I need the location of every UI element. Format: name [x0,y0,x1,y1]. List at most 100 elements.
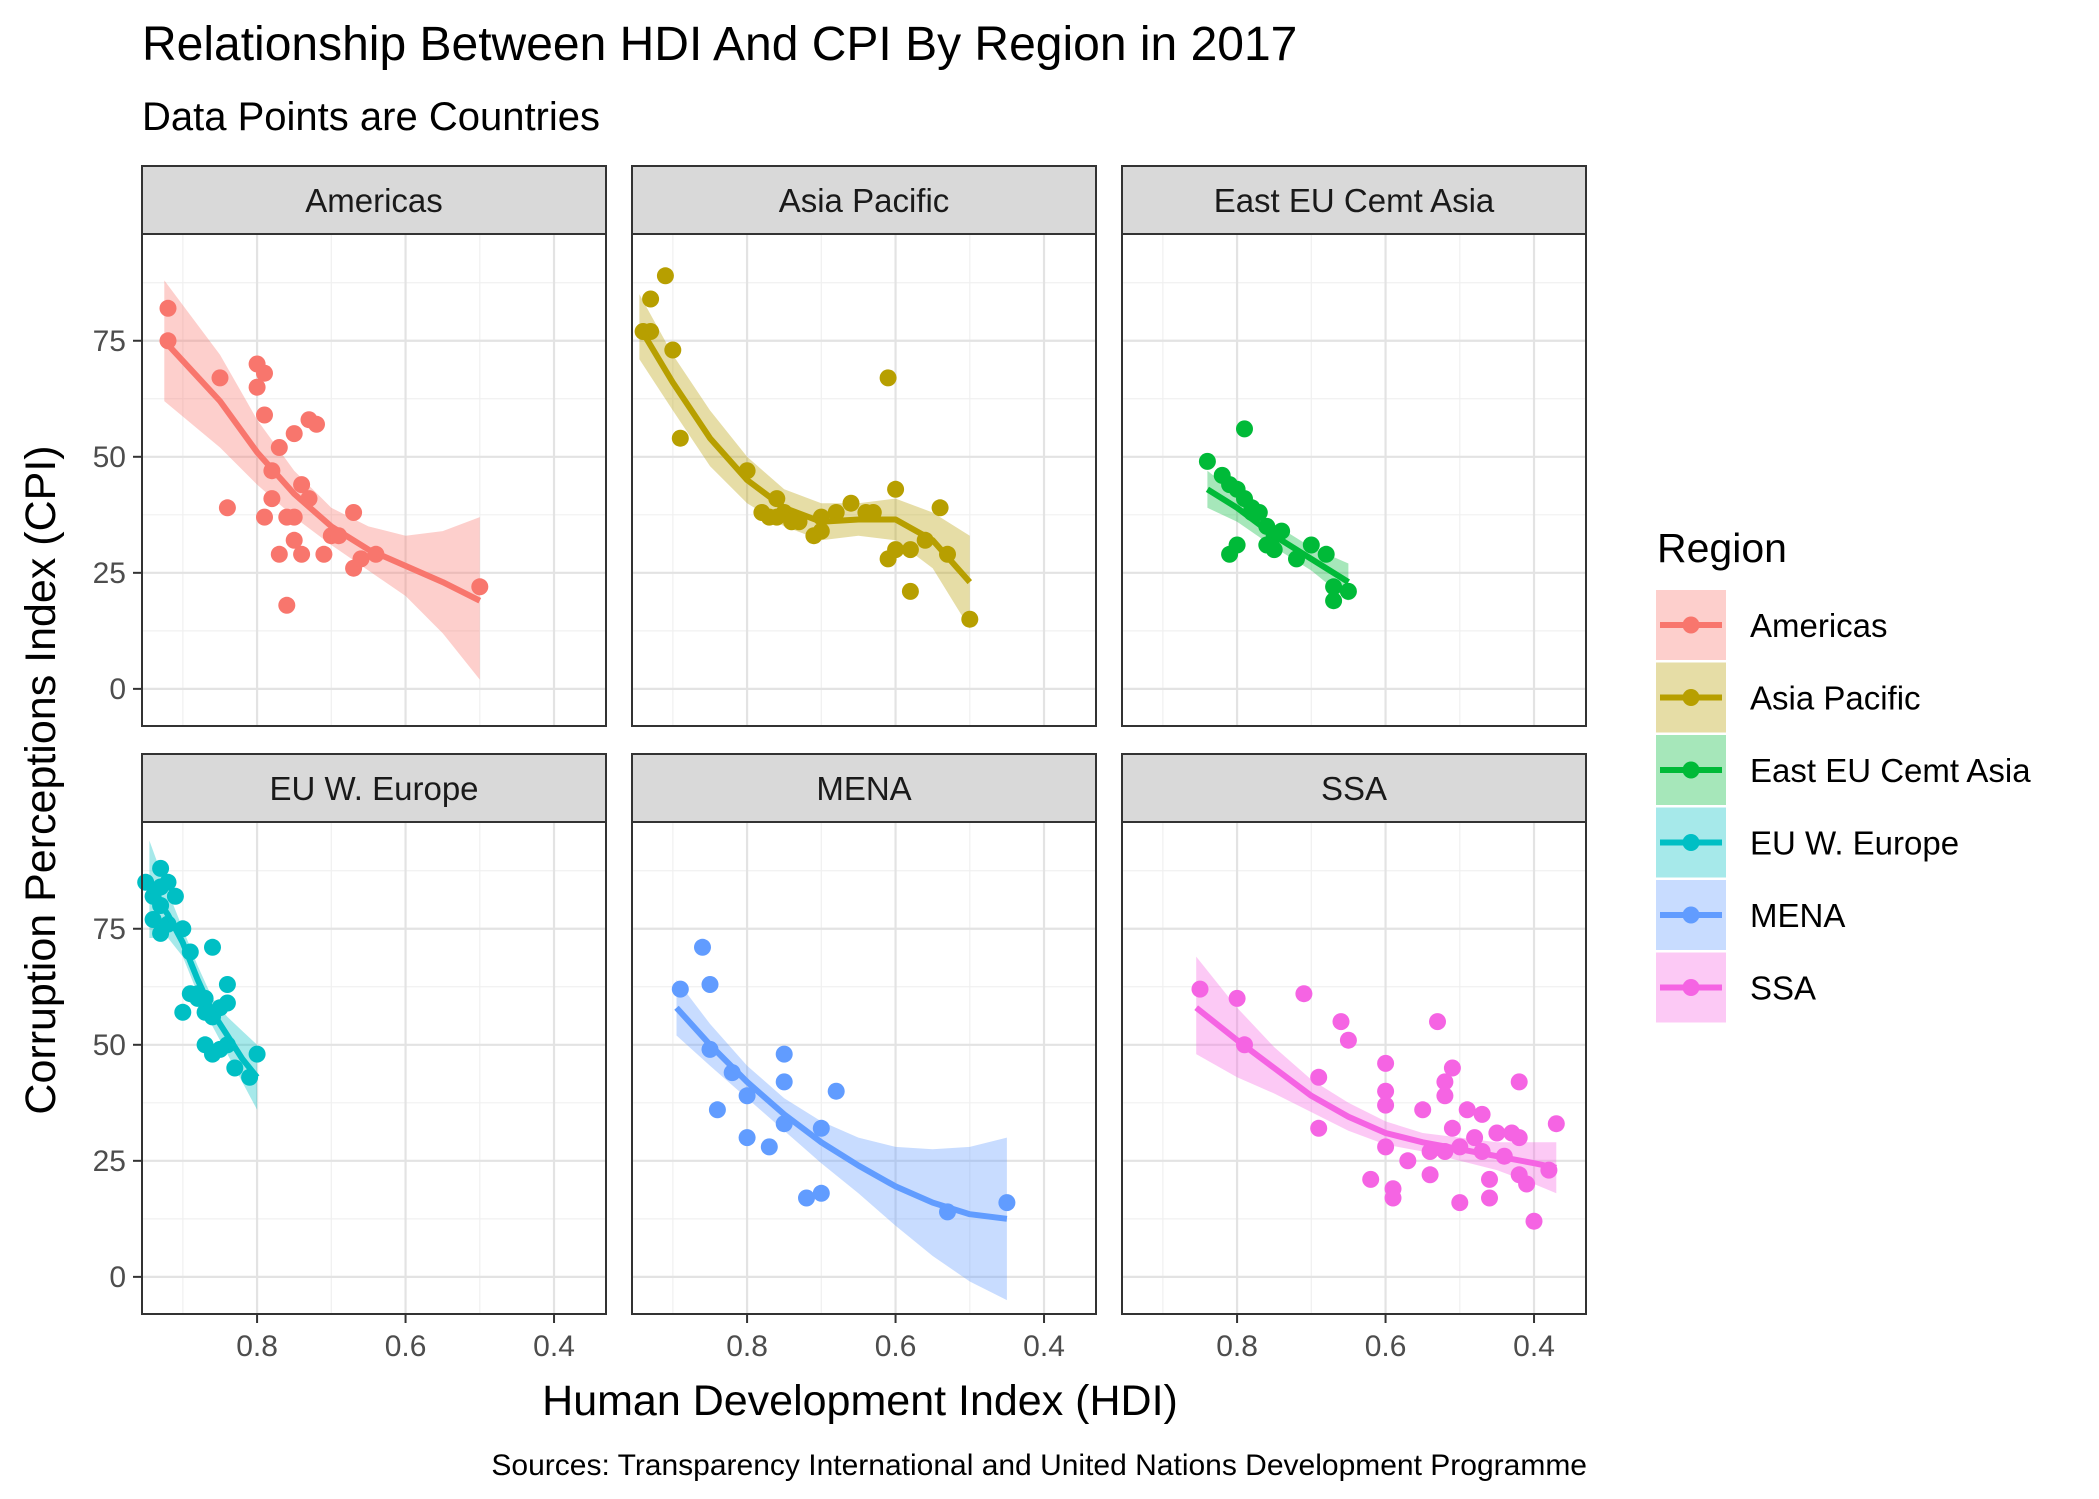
facet-strip-label: East EU Cemt Asia [1214,182,1495,219]
data-point-ssa [1377,1096,1395,1114]
facet-ssa: SSA 0.8 0.6 0.4 [1121,753,1587,1363]
y-tick-label: 0 [109,673,126,706]
data-point-eu-w-europe [152,859,170,877]
trend-line-mena [674,1005,1008,1222]
data-point-ssa [1377,1138,1395,1156]
data-point-ssa [1339,1031,1357,1049]
trend-line-east-eu-cemt-asia [1205,486,1350,585]
data-point-asia-pacific [901,582,919,600]
data-point-ssa [1399,1152,1417,1170]
data-point-mena [775,1045,793,1063]
data-point-americas [248,378,266,396]
data-point-east-eu-cemt-asia [1198,452,1216,470]
data-point-americas [308,415,325,433]
x-tick-label: 0.4 [533,1330,575,1363]
data-point-ssa [1414,1101,1432,1119]
legend-label-asia-pacific: Asia Pacific [1750,680,1921,717]
data-point-americas [471,578,489,596]
y-tick-label: 50 [93,441,126,474]
y-tick-label: 0 [109,1261,126,1294]
legend: Region Americas Asia Pacific East EU Cemt … [1656,525,2031,1023]
data-point-americas [270,439,288,456]
data-point-asia-pacific [642,290,660,308]
data-point-ssa [1525,1212,1543,1230]
data-point-east-eu-cemt-asia [1339,582,1357,600]
data-point-ssa [1384,1189,1402,1207]
data-point-mena [775,1073,793,1091]
data-point-mena [998,1194,1016,1212]
data-point-americas [218,499,236,517]
y-tick-label: 25 [93,1145,126,1178]
facet-asia-pacific: Asia Pacific [631,165,1097,727]
data-point-east-eu-cemt-asia [1302,536,1320,554]
data-point-ssa [1481,1170,1498,1188]
panel-background [1122,234,1586,726]
legend-point-mena [1682,906,1700,924]
trend-line-ssa [1194,1005,1557,1171]
panel-background [142,822,606,1314]
data-point-eu-w-europe [248,1045,266,1063]
data-point-ssa [1488,1124,1506,1142]
data-point-ssa [1458,1101,1476,1119]
data-point-mena [738,1129,756,1147]
x-tick-label: 0.8 [1216,1330,1258,1363]
x-tick-label: 0.8 [236,1330,278,1363]
trend-line-asia-pacific [636,325,973,585]
x-tick-label: 0.4 [1023,1330,1065,1363]
data-point-mena [827,1082,845,1100]
data-point-mena [708,1101,726,1119]
data-point-americas [263,490,281,508]
x-axis-label: Human Development Index (HDI) [542,1377,1178,1425]
data-point-ssa [1481,1189,1498,1207]
legend-point-asia-pacific [1682,689,1700,706]
legend-point-eu-w-europe [1682,834,1700,851]
x-tick-label: 0.6 [385,1330,427,1363]
facet-strip [141,165,607,235]
facet-americas: Americas 0 25 50 75 [93,165,607,727]
x-tick-label: 0.6 [1365,1330,1407,1363]
data-point-americas [285,508,303,526]
data-point-americas [256,508,273,526]
data-point-east-eu-cemt-asia [1236,420,1253,438]
panel-border [1121,233,1587,727]
facet-strip-label: SSA [1321,770,1387,807]
panel-border [631,233,1097,727]
data-point-ssa [1443,1059,1461,1077]
data-point-asia-pacific [656,267,674,285]
data-point-mena [671,980,689,998]
facet-panels: Americas 0 25 50 75 Asia Pacific East EU Cemt … [93,165,1587,1363]
data-point-asia-pacific [887,480,905,498]
data-point-ssa [1228,989,1246,1007]
y-axis-label: Corruption Perceptions Index (CPI) [17,445,65,1114]
panel-background [632,234,1096,726]
legend-label-east-eu-cemt-asia: East EU Cemt Asia [1750,752,2031,789]
data-point-ssa [1429,1013,1446,1031]
data-point-americas [285,531,303,549]
data-point-mena [738,1087,756,1105]
data-point-eu-w-europe [226,1059,244,1077]
panel-background [142,234,606,726]
y-tick-label: 75 [93,913,126,946]
data-point-eu-w-europe [174,1003,192,1021]
data-point-asia-pacific [827,504,845,521]
legend-item-mena: MENA [1656,880,1845,950]
legend-label-americas: Americas [1750,607,1888,644]
legend-title: Region [1657,525,1787,571]
data-point-eu-w-europe [144,911,162,928]
facet-strip [141,753,607,823]
data-point-asia-pacific [879,369,897,387]
panel-border [141,821,607,1315]
data-point-eu-w-europe [152,878,170,896]
confidence-band-americas [164,280,480,680]
data-point-ssa [1377,1082,1395,1100]
data-point-eu-w-europe [211,1040,229,1058]
chart-title: Relationship Between HDI And CPI By Regi… [142,18,1297,71]
data-point-mena [812,1184,830,1202]
data-point-east-eu-cemt-asia [1325,592,1343,610]
data-point-mena [701,976,719,993]
data-point-ssa [1191,980,1209,998]
data-point-ssa [1377,1054,1395,1072]
data-point-asia-pacific [671,429,689,447]
legend-point-ssa [1682,979,1700,996]
